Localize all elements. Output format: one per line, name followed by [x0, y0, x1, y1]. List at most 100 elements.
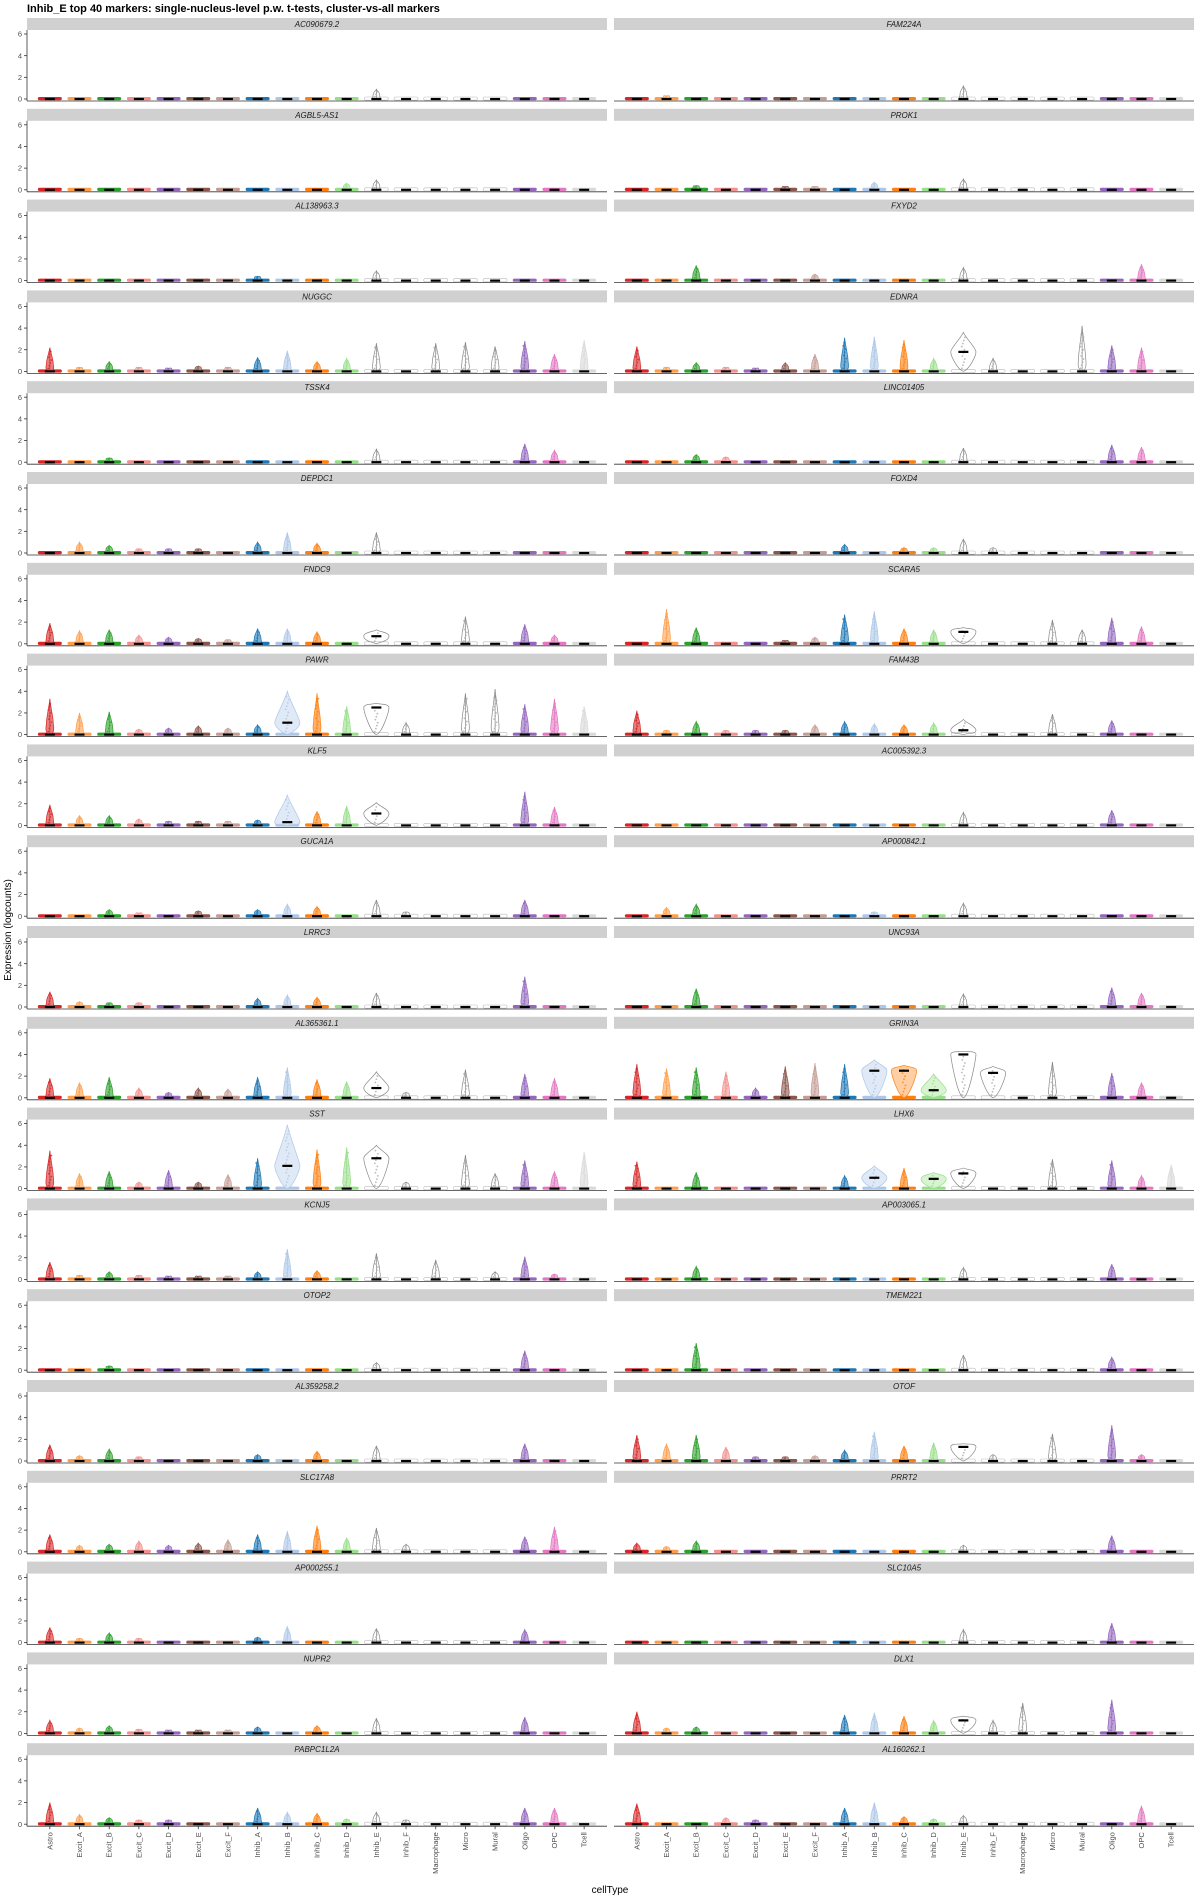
violin-excit-e	[186, 1729, 211, 1735]
data-point	[636, 1087, 639, 1090]
data-point	[287, 811, 290, 814]
y-tick-label: 4	[18, 51, 22, 60]
data-point	[285, 1636, 288, 1639]
violin-opc	[542, 1005, 567, 1009]
facet-strip-label: FOXD4	[891, 474, 918, 483]
data-point	[961, 819, 964, 822]
data-point	[1110, 1432, 1113, 1435]
data-point	[108, 817, 111, 820]
data-point	[872, 1172, 875, 1175]
y-tick-label: 2	[18, 1526, 22, 1535]
violin-macrophage	[423, 823, 449, 827]
violin-oligo	[512, 97, 537, 101]
y-tick-label: 4	[18, 1050, 22, 1059]
data-point	[317, 710, 319, 713]
data-point	[991, 1090, 994, 1093]
x-tick-label: Excit_A	[662, 1832, 671, 1857]
data-point	[844, 1087, 847, 1090]
data-point	[1051, 728, 1053, 730]
violin-inhib-b	[862, 1431, 887, 1463]
data-point	[961, 1272, 964, 1275]
data-point	[842, 639, 845, 642]
data-point	[960, 95, 963, 98]
data-point	[436, 1266, 439, 1268]
violin-macrophage	[423, 641, 449, 646]
violin-macrophage	[423, 96, 449, 101]
data-point	[374, 1181, 377, 1184]
chart-title: Inhib_E top 40 markers: single-nucleus-l…	[27, 3, 440, 15]
violin-excit-c	[126, 1087, 151, 1099]
data-point	[523, 714, 526, 717]
facet-strip	[27, 1289, 607, 1302]
data-point	[286, 1168, 289, 1171]
data-point	[963, 996, 966, 999]
data-point	[525, 1813, 528, 1815]
data-point	[47, 821, 50, 824]
data-point	[696, 1177, 699, 1180]
data-point	[403, 1185, 406, 1188]
data-point	[1021, 1726, 1024, 1728]
data-point	[522, 717, 525, 720]
violin-inhib-b	[275, 1626, 300, 1644]
data-point	[962, 1065, 965, 1068]
violin-inhib-e	[364, 1718, 389, 1735]
violin-base	[951, 369, 976, 373]
data-point	[495, 712, 498, 714]
data-point	[107, 1173, 110, 1176]
y-tick-label: 2	[18, 345, 22, 354]
data-point	[933, 1725, 936, 1727]
y-tick-label: 4	[18, 1232, 22, 1241]
data-point	[47, 628, 50, 631]
data-point	[524, 1724, 527, 1727]
data-point	[494, 724, 497, 727]
data-point	[842, 1071, 845, 1074]
violin-astro	[37, 914, 62, 918]
violin-inhib-d	[334, 1537, 359, 1553]
data-point	[522, 1002, 525, 1005]
violin-inhib-b	[275, 1811, 300, 1826]
y-tick-label: 0	[18, 1275, 22, 1284]
data-point	[873, 340, 876, 343]
facet-strip-label: AGBL5-AS1	[294, 111, 339, 120]
data-point	[694, 1545, 697, 1548]
violin-excit-b	[684, 1172, 709, 1190]
data-point	[1139, 1808, 1142, 1811]
violin-excit-e	[186, 278, 211, 282]
data-point	[901, 731, 904, 734]
data-point	[373, 709, 376, 712]
violin-astro	[624, 551, 649, 555]
data-point	[931, 640, 934, 643]
violin-inhib-c	[892, 339, 916, 373]
data-point	[108, 715, 111, 717]
data-point	[666, 1087, 668, 1090]
data-point	[49, 724, 52, 727]
data-point	[871, 1729, 874, 1732]
violin-tcell	[1159, 1640, 1184, 1644]
data-point	[523, 1169, 526, 1172]
x-tick-label: Inhib_A	[253, 1832, 262, 1857]
panel-fxyd2: FXYD2	[614, 199, 1194, 284]
data-point	[961, 274, 964, 277]
data-point	[901, 1457, 904, 1460]
violin-excit-a	[654, 1443, 679, 1463]
data-point	[963, 1449, 966, 1451]
data-point	[1111, 1632, 1114, 1635]
data-point	[344, 1548, 347, 1551]
data-point	[813, 1081, 815, 1084]
x-tick-label: Astro	[632, 1832, 641, 1850]
data-point	[465, 1076, 468, 1078]
data-point	[960, 1639, 963, 1642]
data-point	[256, 821, 259, 823]
data-point	[287, 540, 290, 543]
data-point	[524, 724, 527, 726]
data-point	[79, 635, 81, 638]
violin-inhib-f	[393, 369, 419, 373]
data-point	[314, 1093, 317, 1096]
violin-excit-a	[654, 1640, 679, 1644]
violin-excit-a	[67, 814, 92, 827]
data-point	[1111, 453, 1114, 455]
data-point	[48, 715, 51, 717]
y-tick-label: 4	[18, 778, 22, 787]
data-point	[1050, 1093, 1052, 1096]
